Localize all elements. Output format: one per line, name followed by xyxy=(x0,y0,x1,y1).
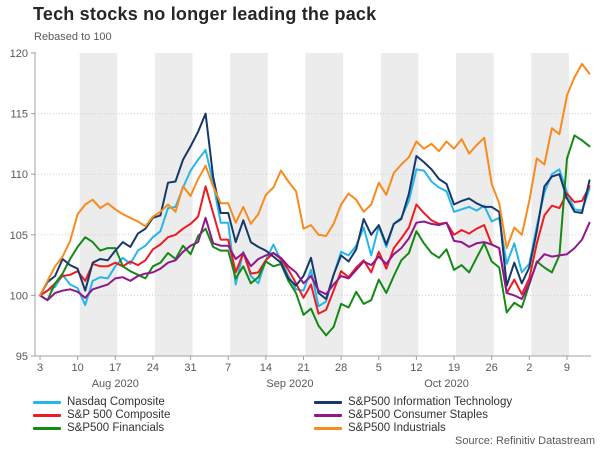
week-shading-band xyxy=(380,53,419,356)
x-tick-label: 21 xyxy=(297,362,309,374)
legend-swatch-sp500-information-technology xyxy=(314,401,342,404)
x-tick-label: 5 xyxy=(376,362,382,374)
chart-subtitle: Rebased to 100 xyxy=(34,31,112,43)
y-tick-label: 120 xyxy=(10,48,28,60)
x-tick-label: 9 xyxy=(564,362,570,374)
y-tick-label: 115 xyxy=(10,109,28,121)
legend-label: S&P500 Financials xyxy=(67,422,165,434)
series-line-s-p500-information-technology xyxy=(39,112,591,300)
legend-label: S&P 500 Composite xyxy=(67,409,171,421)
source-note: Source: Refinitiv Datastream xyxy=(455,435,595,447)
legend-swatch-sp500-financials xyxy=(33,427,61,430)
y-tick-label: 105 xyxy=(10,230,28,242)
legend-swatch-sp500-consumer-staples xyxy=(314,414,342,417)
series-line-s-p500-industrials xyxy=(39,62,591,297)
x-tick-label: 12 xyxy=(410,362,422,374)
week-shading-band xyxy=(154,53,193,356)
legend-label: S&P500 Industrials xyxy=(348,422,446,434)
x-tick-label: 10 xyxy=(72,362,84,374)
x-tick-label: 26 xyxy=(486,362,498,374)
legend-label: Nasdaq Composite xyxy=(67,396,165,408)
y-tick-label: 95 xyxy=(16,351,28,363)
x-tick-label: 3 xyxy=(37,362,43,374)
x-tick-label: 7 xyxy=(225,362,231,374)
x-month-label: Sep 2020 xyxy=(266,378,313,390)
x-tick-label: 17 xyxy=(109,362,121,374)
x-tick-label: 24 xyxy=(147,362,159,374)
legend-swatch-sp500-composite xyxy=(33,414,61,417)
x-tick-label: 28 xyxy=(335,362,347,374)
legend-label: S&P500 Consumer Staples xyxy=(348,409,488,421)
x-tick-label: 31 xyxy=(184,362,196,374)
x-tick-label: 14 xyxy=(260,362,272,374)
y-tick-label: 100 xyxy=(10,290,28,302)
x-month-label: Aug 2020 xyxy=(92,378,139,390)
legend-label: S&P500 Information Technology xyxy=(348,396,513,408)
chart-title: Tech stocks no longer leading the pack xyxy=(33,4,377,24)
legend-swatch-nasdaq-composite xyxy=(33,401,61,404)
series-line-s-p500-consumer-staples xyxy=(39,216,591,302)
series-line-s-p500-financials xyxy=(39,134,591,337)
week-shading-band xyxy=(456,53,494,356)
week-shading-band xyxy=(305,53,344,356)
x-tick-label: 19 xyxy=(448,362,460,374)
x-month-label: Oct 2020 xyxy=(424,378,469,390)
x-tick-label: 2 xyxy=(526,362,532,374)
legend-swatch-sp500-industrials xyxy=(314,427,342,430)
y-tick-label: 110 xyxy=(10,169,28,181)
